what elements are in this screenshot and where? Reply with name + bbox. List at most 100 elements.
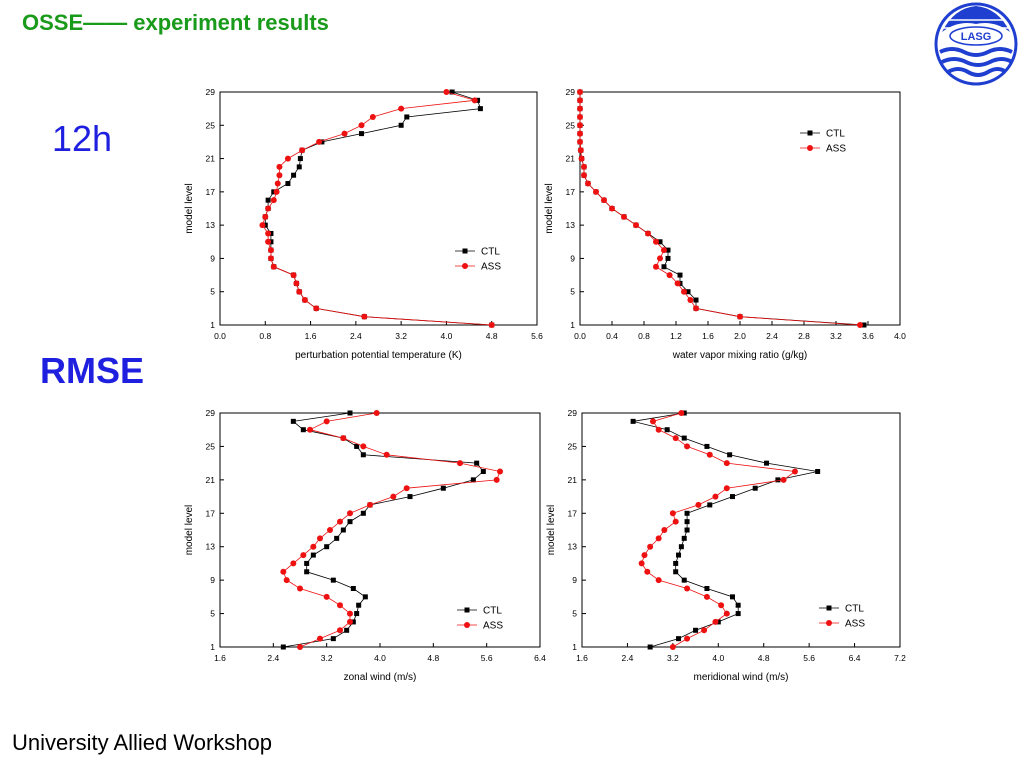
- ctl-point: [360, 510, 366, 516]
- ass-point: [780, 476, 787, 483]
- ctl-point: [470, 477, 476, 483]
- ass-point: [457, 460, 463, 467]
- ass-point: [657, 255, 663, 262]
- y-tick-label: 13: [206, 542, 216, 552]
- ass-point: [645, 230, 651, 237]
- plot-frame-1: [579, 91, 901, 326]
- y-axis-label: model level: [546, 505, 557, 556]
- y-axis-label: model level: [544, 183, 555, 234]
- y-tick-label: 17: [206, 187, 216, 197]
- ctl-point: [678, 544, 684, 550]
- x-tick-label: 1.6: [702, 331, 714, 341]
- ctl-point: [340, 527, 346, 533]
- ass-point: [578, 155, 585, 162]
- ctl-point: [815, 469, 821, 474]
- ctl-point: [677, 272, 683, 278]
- ass-point: [290, 560, 297, 567]
- ctl-point: [657, 239, 663, 245]
- x-tick-label: 0.4: [606, 331, 618, 341]
- x-tick-label: 4.0: [894, 331, 906, 341]
- ctl-point: [676, 552, 682, 558]
- y-tick-label: 1: [210, 642, 215, 652]
- ctl-point: [362, 594, 368, 600]
- legend-marker-ass: [826, 620, 832, 626]
- ass-point: [661, 527, 668, 533]
- ass-point: [638, 560, 645, 567]
- ass-point: [267, 247, 274, 254]
- ctl-point: [407, 494, 413, 500]
- ass-point: [367, 501, 373, 508]
- y-axis-label: model level: [184, 505, 195, 556]
- ass-point: [267, 255, 274, 262]
- ctl-point: [285, 181, 291, 187]
- ass-point: [340, 435, 347, 442]
- ass-point: [577, 97, 583, 104]
- ctl-point: [681, 435, 687, 441]
- ass-point: [601, 197, 607, 204]
- ass-point: [383, 451, 390, 458]
- ass-point: [337, 518, 343, 525]
- ctl-point: [354, 443, 360, 449]
- x-tick-label: 0.8: [638, 331, 650, 341]
- ctl-point: [693, 627, 699, 633]
- ctl-point: [350, 619, 356, 625]
- ctl-point: [310, 552, 316, 558]
- x-axis-label: zonal wind (m/s): [344, 672, 417, 683]
- ctl-point: [630, 418, 636, 424]
- ass-point: [581, 172, 587, 179]
- ctl-point: [334, 535, 340, 541]
- ass-point: [712, 618, 719, 625]
- legend-label: ASS: [845, 619, 865, 630]
- ctl-point: [684, 519, 690, 525]
- ass-point: [297, 644, 303, 650]
- ass-point: [443, 89, 450, 95]
- x-tick-label: 4.8: [758, 653, 770, 663]
- ass-point: [361, 313, 368, 320]
- y-tick-label: 5: [570, 287, 575, 297]
- y-tick-label: 25: [568, 441, 578, 451]
- ctl-point: [735, 611, 741, 617]
- ass-point: [276, 172, 283, 179]
- ctl-point: [474, 460, 480, 466]
- y-tick-label: 21: [566, 154, 576, 164]
- x-tick-label: 6.4: [534, 653, 546, 663]
- ass-point: [581, 163, 587, 170]
- x-tick-label: 1.6: [305, 331, 317, 341]
- ass-point: [678, 410, 685, 416]
- legend-marker-ass: [807, 145, 813, 151]
- ass-point: [347, 510, 353, 517]
- ass-point: [672, 435, 679, 442]
- ass-point: [317, 535, 323, 542]
- ctl-point: [681, 577, 687, 583]
- y-tick-label: 1: [210, 320, 215, 330]
- ass-point: [666, 272, 673, 279]
- ctl-point: [704, 443, 710, 449]
- ctl-point: [727, 452, 733, 458]
- ass-point: [301, 297, 308, 304]
- ass-point: [276, 163, 283, 170]
- ctl-point: [347, 519, 353, 525]
- ctl-point: [449, 89, 455, 95]
- ctl-point: [673, 569, 679, 575]
- ass-point: [403, 485, 410, 492]
- ass-point: [647, 543, 654, 550]
- lasg-logo-icon: LASG: [934, 2, 1018, 86]
- y-tick-label: 5: [210, 609, 215, 619]
- ctl-point: [440, 485, 446, 491]
- ass-point: [723, 610, 730, 617]
- ass-point: [313, 305, 320, 312]
- ctl-point: [752, 485, 758, 491]
- ass-point: [672, 518, 679, 525]
- ass-point: [712, 493, 719, 500]
- ass-point: [280, 568, 287, 575]
- ass-point: [497, 468, 503, 475]
- series-line-ctl: [283, 412, 484, 648]
- legend-marker-ass: [464, 622, 470, 628]
- page-title: OSSE—— experiment results: [22, 10, 329, 35]
- ctl-point: [693, 297, 699, 303]
- ctl-point: [704, 586, 710, 591]
- ctl-point: [684, 527, 690, 533]
- ctl-point: [684, 510, 690, 516]
- legend-label: CTL: [826, 129, 845, 140]
